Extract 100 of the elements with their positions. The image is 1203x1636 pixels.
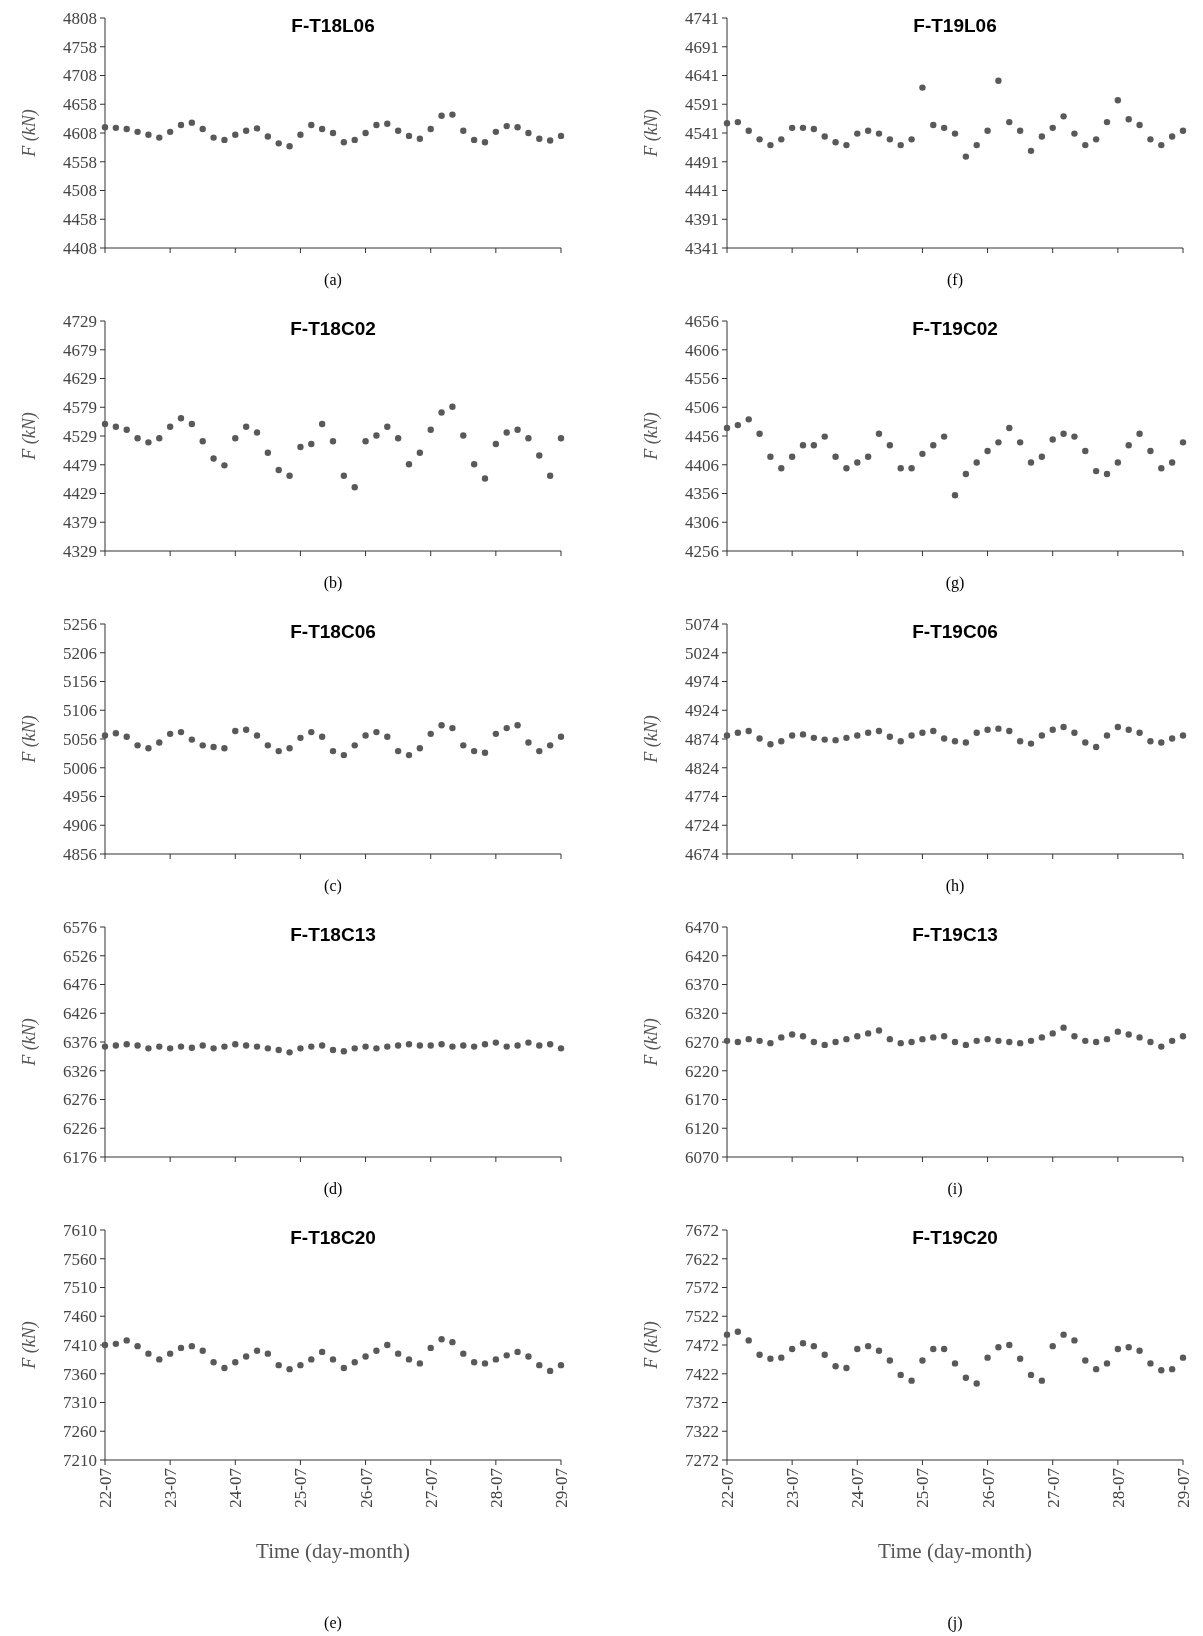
x-axis-title: Time (day-month)	[878, 1539, 1032, 1563]
point	[384, 1043, 391, 1050]
point	[875, 1347, 883, 1354]
y-tick-label: 6576	[63, 917, 97, 937]
point	[854, 459, 861, 466]
y-tick-label: 7272	[685, 1450, 719, 1470]
y-tick-label: 4379	[63, 513, 97, 533]
point	[351, 1359, 358, 1366]
point	[536, 452, 543, 459]
point	[1147, 447, 1154, 455]
point	[875, 1027, 883, 1034]
point	[351, 742, 358, 749]
point	[723, 1331, 731, 1338]
point	[984, 127, 991, 134]
point	[723, 424, 731, 432]
point	[188, 1044, 196, 1051]
point	[405, 132, 413, 140]
point	[481, 475, 489, 482]
point	[940, 1345, 948, 1353]
y-tick-label: 4974	[685, 672, 720, 692]
point	[908, 1377, 915, 1384]
point	[210, 743, 217, 751]
point	[221, 462, 228, 469]
point	[1136, 121, 1143, 129]
y-tick-label: 4774	[685, 787, 720, 807]
point	[308, 1356, 315, 1363]
y-tick-label: 4691	[685, 37, 719, 57]
point	[308, 728, 315, 736]
point	[1060, 723, 1067, 731]
point	[930, 442, 937, 449]
point	[778, 136, 785, 143]
x-axis-title: Time (day-month)	[256, 1539, 410, 1563]
x-tick-label: 26-07	[356, 1467, 376, 1508]
point	[340, 751, 348, 759]
point	[1027, 1037, 1035, 1045]
y-tick-label: 6220	[685, 1061, 719, 1081]
point	[1016, 738, 1024, 745]
point	[984, 1035, 991, 1043]
y-tick-label: 7510	[63, 1278, 97, 1298]
point	[756, 136, 763, 143]
y-tick-label: 4356	[685, 484, 719, 504]
point	[492, 128, 500, 136]
point	[1006, 727, 1013, 735]
point	[1016, 439, 1024, 446]
point	[734, 729, 742, 736]
y-tick-label: 4541	[685, 123, 719, 143]
point	[897, 1039, 904, 1047]
point	[232, 727, 239, 735]
point	[756, 1351, 763, 1358]
point	[962, 1374, 970, 1381]
point	[897, 141, 904, 149]
text: (c)	[324, 877, 342, 895]
y-axis-title: F (kN)	[19, 1018, 40, 1067]
chart-title: F-T19C06	[912, 621, 998, 642]
point	[427, 1344, 434, 1352]
point	[908, 1038, 915, 1046]
point	[1125, 1031, 1132, 1038]
y-tick-label: 4441	[685, 181, 719, 201]
point	[788, 1345, 796, 1353]
point	[973, 459, 980, 466]
point	[308, 1043, 315, 1050]
point	[1071, 1337, 1078, 1344]
point	[438, 1041, 445, 1048]
point	[101, 124, 109, 131]
point	[1103, 470, 1111, 478]
point	[340, 1048, 348, 1055]
point	[275, 1361, 282, 1369]
point	[756, 430, 763, 437]
point	[394, 435, 402, 442]
point	[767, 453, 774, 460]
point	[854, 732, 861, 739]
point	[734, 1328, 742, 1335]
text: (h)	[945, 877, 965, 895]
point	[340, 472, 348, 479]
point	[514, 426, 521, 433]
y-tick-label: 4556	[685, 369, 719, 389]
point	[962, 1041, 970, 1049]
point	[373, 1045, 380, 1052]
point	[481, 1360, 489, 1367]
point	[810, 734, 818, 742]
y-tick-label: 4579	[63, 398, 97, 418]
point	[329, 129, 337, 137]
point	[242, 423, 250, 430]
point	[470, 136, 478, 144]
y-tick-label: 4458	[63, 210, 97, 230]
point	[318, 1348, 326, 1356]
chart-title: F-T19C20	[912, 1227, 998, 1248]
point	[799, 731, 807, 738]
point	[503, 724, 510, 732]
y-tick-label: 5106	[63, 701, 97, 721]
point	[264, 1045, 272, 1052]
point	[962, 153, 970, 160]
point	[438, 112, 445, 119]
point	[514, 124, 521, 131]
point	[1049, 124, 1056, 132]
point	[1092, 743, 1100, 751]
point	[221, 745, 228, 752]
point	[788, 1031, 796, 1038]
point	[297, 443, 304, 451]
point	[351, 483, 358, 491]
